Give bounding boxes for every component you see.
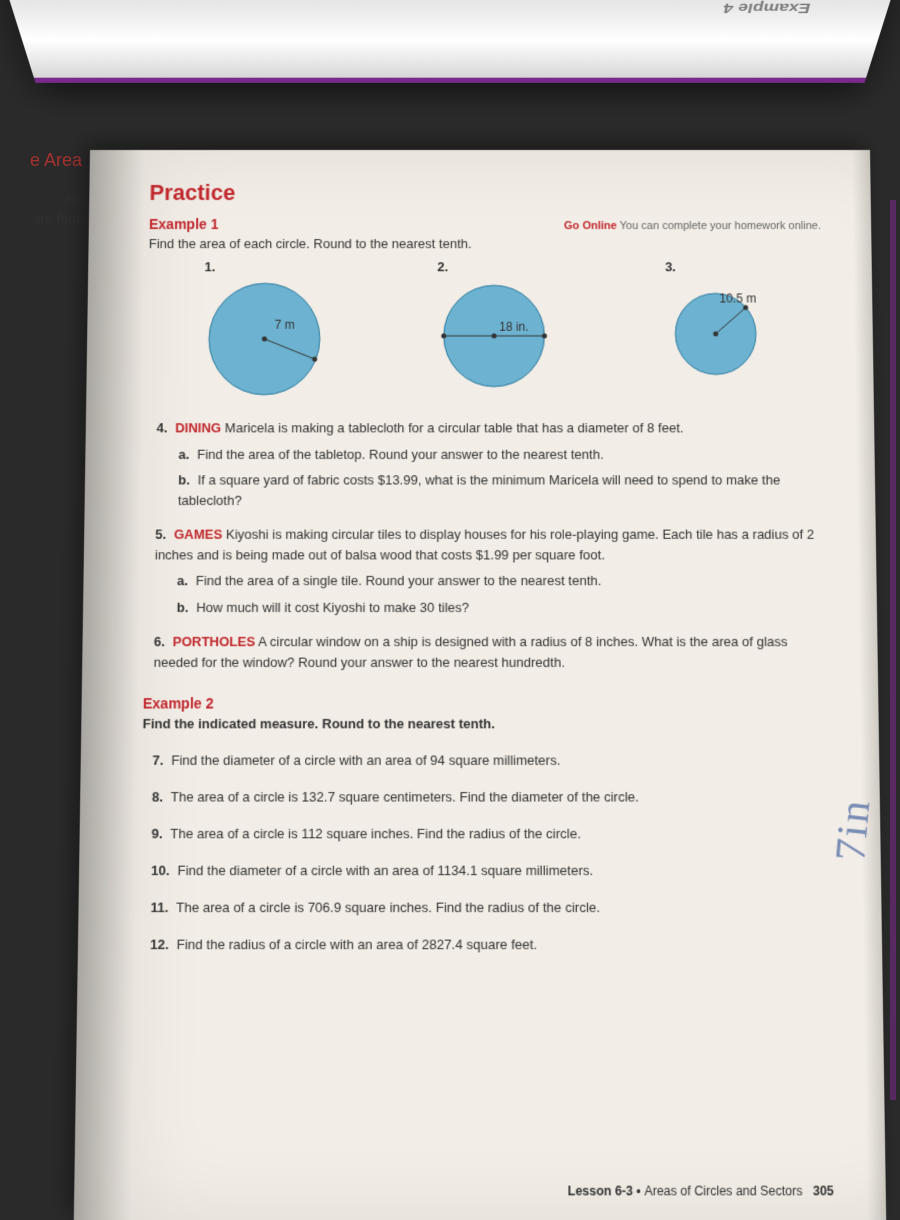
example2-label: Example 2 — [143, 695, 828, 712]
page-footer: Lesson 6-3 • Areas of Circles and Sector… — [568, 1183, 834, 1198]
problem8-number: 8. — [152, 789, 163, 805]
book-edge-accent — [890, 200, 896, 1100]
problem4a-text: Find the area of the tabletop. Round you… — [197, 446, 604, 461]
footer-title: Areas of Circles and Sectors — [644, 1183, 802, 1198]
footer-lesson: Lesson 6-3 • — [568, 1183, 645, 1198]
circle2-diameter-label: 18 in. — [500, 320, 530, 334]
problem-5: 5. GAMES Kiyoshi is making circular tile… — [154, 524, 826, 617]
example1-instruction: Find the area of each circle. Round to t… — [149, 236, 822, 251]
circle-diagram-3: 10.5 m — [665, 278, 767, 379]
problem7-text: Find the diameter of a circle with an ar… — [171, 752, 560, 768]
spine-shadow — [74, 150, 145, 1220]
problem4-keyword: DINING — [175, 420, 221, 435]
problem-12: 12. Find the radius of a circle with an … — [150, 936, 831, 952]
problem-number-1: 1. — [205, 259, 326, 274]
page-right-shadow — [852, 150, 886, 1220]
problem5a: a. Find the area of a single tile. Round… — [177, 571, 826, 591]
go-online-prefix: Go Online — [564, 220, 617, 232]
problem12-text: Find the radius of a circle with an area… — [177, 936, 538, 952]
problem4a-label: a. — [178, 446, 189, 461]
problem-number-3: 3. — [665, 259, 766, 274]
problem5b-label: b. — [177, 599, 189, 614]
problem-number-2: 2. — [437, 259, 553, 274]
problem11-number: 11. — [150, 899, 168, 915]
problem5b: b. How much will it cost Kiyoshi to make… — [177, 597, 827, 617]
problem4b-text: If a square yard of fabric costs $13.99,… — [178, 472, 780, 507]
example2-section: Example 2 Find the indicated measure. Ro… — [140, 695, 831, 952]
circles-row: 1. 7 m 2. 18 in. 3. — [147, 259, 824, 400]
problem4-number: 4. — [156, 420, 167, 435]
problem-7: 7. Find the diameter of a circle with an… — [152, 752, 828, 768]
circle1-radius-label: 7 m — [274, 318, 294, 332]
circle-diagram-1: 7 m — [203, 278, 325, 399]
circle3-radius-label: 10.5 m — [719, 291, 756, 305]
problem8-text: The area of a circle is 132.7 square cen… — [171, 789, 639, 805]
problem9-number: 9. — [151, 826, 162, 842]
problem5b-text: How much will it cost Kiyoshi to make 30… — [196, 599, 469, 614]
problem10-text: Find the diameter of a circle with an ar… — [177, 862, 593, 878]
problem5-text: Kiyoshi is making circular tiles to disp… — [155, 527, 814, 562]
problem5a-text: Find the area of a single tile. Round yo… — [196, 573, 602, 588]
problem-9: 9. The area of a circle is 112 square in… — [151, 826, 829, 842]
problem-8: 8. The area of a circle is 132.7 square … — [152, 789, 829, 805]
problem5a-label: a. — [177, 573, 188, 588]
problem11-text: The area of a circle is 706.9 square inc… — [176, 899, 600, 915]
textbook-page: Practice Example 1 Go Online You can com… — [74, 150, 886, 1220]
problem12-number: 12. — [150, 936, 169, 952]
footer-page-number: 305 — [813, 1183, 834, 1198]
problem9-text: The area of a circle is 112 square inche… — [170, 826, 581, 842]
left-page-fragment-arc: arc — [0, 190, 90, 206]
problem7-number: 7. — [152, 752, 163, 768]
problem-4: 4. DINING Maricela is making a tableclot… — [156, 418, 825, 510]
example2-instruction: Find the indicated measure. Round to the… — [143, 716, 828, 732]
problem4a: a. Find the area of the tabletop. Round … — [178, 444, 824, 464]
go-online-text: You can complete your homework online. — [617, 220, 821, 232]
circle-diagram-2: 18 in. — [437, 278, 553, 394]
problem6-number: 6. — [154, 634, 165, 650]
problem4b: b. If a square yard of fabric costs $13.… — [178, 470, 825, 510]
problem5-keyword: GAMES — [174, 527, 223, 542]
example1-header-row: Example 1 Go Online You can complete you… — [149, 216, 821, 232]
circle-problem-3: 3. 10.5 m — [665, 259, 767, 379]
problem-10: 10. Find the diameter of a circle with a… — [151, 862, 830, 878]
problem6-keyword: PORTHOLES — [173, 634, 256, 650]
background-book-top: Example 4 — [0, 0, 900, 83]
problem-6: 6. PORTHOLES A circular window on a ship… — [154, 632, 827, 672]
background-book-label: Example 4 — [722, 0, 812, 15]
problem4b-label: b. — [178, 472, 190, 487]
go-online-note: Go Online You can complete your homework… — [564, 220, 821, 232]
problem4-text: Maricela is making a tablecloth for a ci… — [225, 420, 684, 435]
problem10-number: 10. — [151, 862, 170, 878]
left-page-fragment-foot: are foot. — [0, 210, 90, 226]
handwritten-margin-note: 7in — [826, 796, 881, 864]
practice-heading: Practice — [149, 180, 820, 206]
example1-label: Example 1 — [149, 216, 219, 232]
circle-problem-2: 2. 18 in. — [437, 259, 553, 395]
problem-11: 11. The area of a circle is 706.9 square… — [150, 899, 830, 915]
problem5-number: 5. — [155, 527, 166, 542]
circle-problem-1: 1. 7 m — [203, 259, 325, 400]
